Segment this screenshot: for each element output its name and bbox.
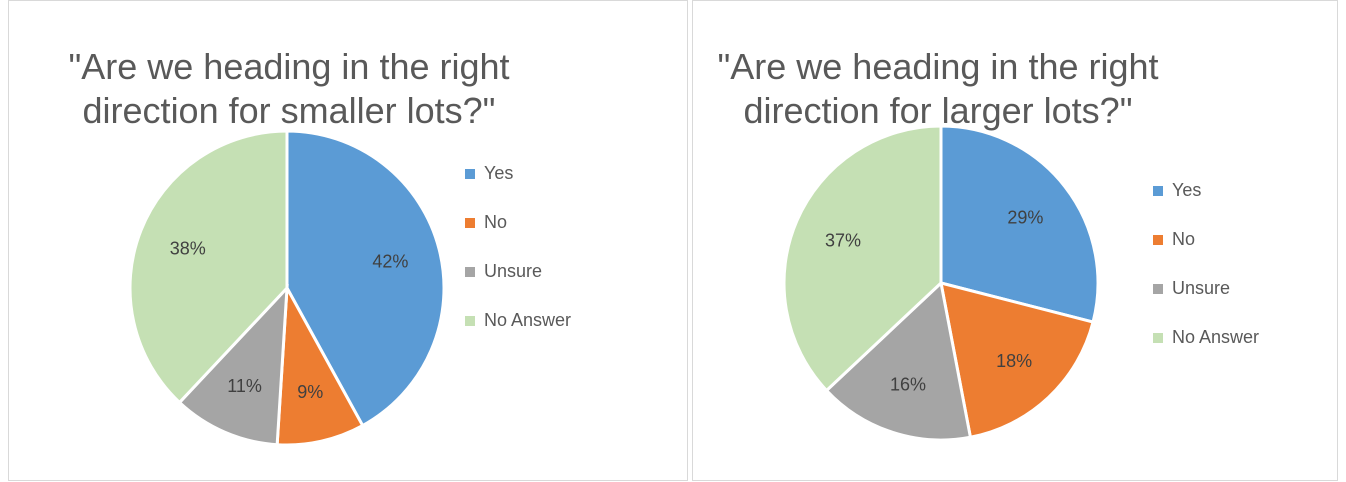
pie-slice-yes — [285, 129, 446, 428]
pie-slice-no — [275, 282, 365, 447]
chart-title: "Are we heading in the right direction f… — [9, 45, 569, 133]
data-label: 29% — [1007, 208, 1043, 228]
pie-slice-no-answer — [128, 129, 289, 405]
pie-slice-no — [939, 280, 1095, 439]
legend-swatch — [465, 266, 475, 277]
data-label: 9% — [297, 382, 323, 402]
legend-swatch — [1153, 234, 1163, 245]
legend-label: No — [1172, 229, 1196, 249]
legend-item-unsure: Unsure — [1153, 276, 1259, 301]
legend-item-yes: Yes — [465, 161, 571, 186]
legend-item-no-answer: No Answer — [1153, 325, 1259, 350]
data-label: 16% — [890, 375, 926, 395]
legend-swatch — [465, 315, 475, 326]
legend-item-no-answer: No Answer — [465, 308, 571, 333]
pie-slice-unsure — [177, 283, 289, 447]
legend-label: Unsure — [1172, 278, 1231, 298]
legend-label: Yes — [1172, 180, 1202, 200]
legend-item-no: No — [1153, 227, 1259, 252]
legend-swatch — [1153, 185, 1163, 196]
chart-title-line: direction for smaller lots?" — [82, 90, 496, 131]
chart-panel-smaller-lots: "Are we heading in the right direction f… — [8, 0, 688, 481]
data-label: 18% — [996, 351, 1032, 371]
pie-chart: 29% 18% 16% 37% — [782, 124, 1100, 442]
pie-chart: 42% 9% 11% 38% — [128, 129, 446, 447]
legend-label: No Answer — [484, 310, 572, 330]
chart-panel-larger-lots: "Are we heading in the right direction f… — [692, 0, 1338, 481]
legend-swatch — [465, 217, 475, 228]
legend-label: No — [484, 212, 508, 232]
legend-label: Unsure — [484, 261, 543, 281]
chart-title: "Are we heading in the right direction f… — [693, 45, 1183, 133]
legend-label: Yes — [484, 163, 514, 183]
legend-item-unsure: Unsure — [465, 259, 571, 284]
legend: Yes No Unsure No Answer — [465, 161, 571, 357]
data-label: 11% — [227, 376, 262, 396]
legend-label: No Answer — [1172, 327, 1260, 347]
legend-item-no: No — [465, 210, 571, 235]
data-label: 37% — [825, 231, 861, 251]
chart-title-line: "Are we heading in the right — [717, 46, 1159, 87]
legend: Yes No Unsure No Answer — [1153, 178, 1259, 374]
data-label: 42% — [372, 251, 408, 271]
pie-slice-unsure — [824, 280, 973, 442]
chart-title-line: "Are we heading in the right — [68, 46, 510, 87]
legend-swatch — [1153, 283, 1163, 294]
legend-swatch — [1153, 332, 1163, 343]
pie-slice-yes — [939, 124, 1100, 324]
pie-slice-no-answer — [782, 124, 943, 393]
legend-item-yes: Yes — [1153, 178, 1259, 203]
chart-title-line: direction for larger lots?" — [743, 90, 1133, 131]
legend-swatch — [465, 168, 475, 179]
data-label: 38% — [170, 239, 206, 259]
